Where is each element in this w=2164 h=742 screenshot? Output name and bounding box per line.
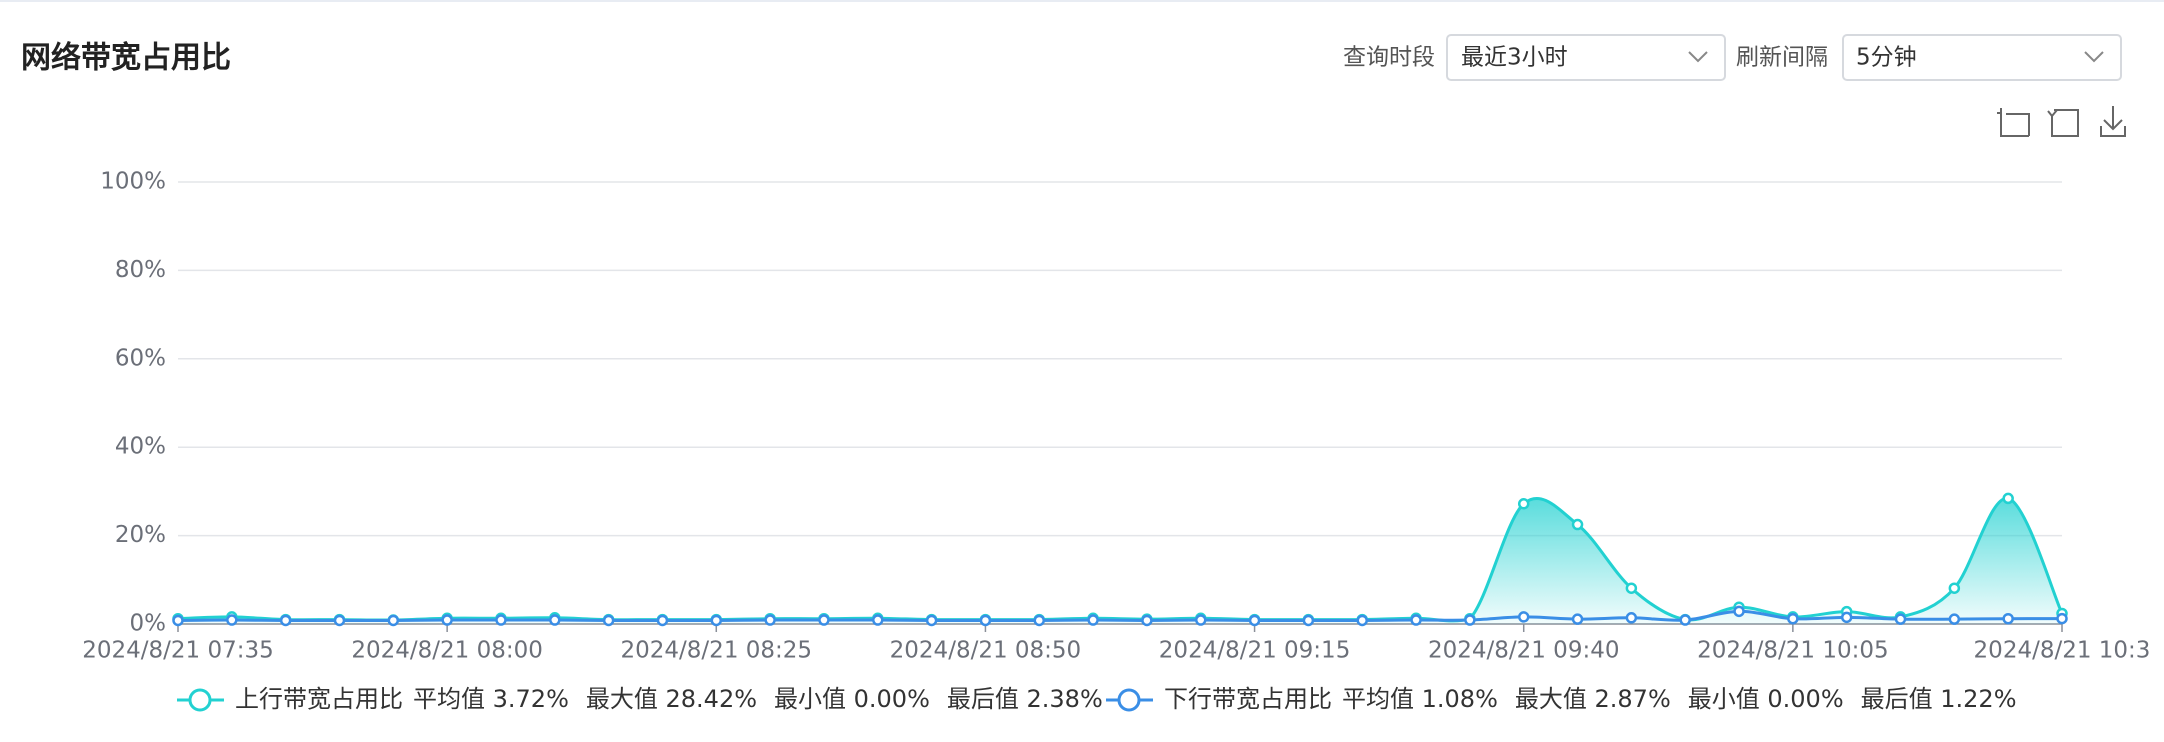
point [1033, 614, 1046, 627]
x-tick-label: 2024/8/21 09:15 [1159, 638, 1351, 664]
y-tick-label: 100% [100, 169, 166, 195]
point [1141, 614, 1153, 627]
point [602, 614, 615, 627]
x-tick-label: 2024/8/21 10:3 [1974, 638, 2151, 664]
select-value[interactable]: 5分钟 [1856, 45, 1917, 71]
control-label: 查询时段 [1343, 45, 1435, 71]
y-tick-label: 40% [115, 434, 166, 460]
point [1733, 605, 1745, 618]
point [279, 614, 292, 627]
point [818, 614, 830, 626]
y-tick-label: 60% [115, 345, 166, 371]
legend-text: 下行带宽占用比 平均值 1.08% 最大值 2.87% 最小值 0.00% 最后值 1.… [1164, 685, 2017, 713]
point [764, 614, 776, 626]
select-arrow[interactable] [2084, 51, 2104, 63]
point [1948, 582, 1961, 594]
point [1840, 611, 1853, 624]
legend-item[interactable]: 下行带宽占用比 平均值 1.08% 最大值 2.87% 最小值 0.00% 最后值 1.… [1106, 685, 2017, 713]
point [1625, 582, 1638, 594]
legend-marker [1117, 688, 1141, 712]
point [1087, 614, 1099, 626]
y-tick-label: 20% [115, 522, 166, 548]
point [1517, 498, 1530, 510]
point [1356, 614, 1368, 627]
line [177, 496, 2064, 623]
select-value[interactable]: 最近3小时 [1461, 45, 1568, 71]
x-tick-label: 2024/8/21 08:00 [351, 638, 543, 664]
legend-stat: 最大值 2.87% [1515, 685, 1671, 713]
point [1625, 612, 1638, 624]
legend-item[interactable]: 上行带宽占用比 平均值 3.72% 最大值 28.42% 最小值 0.00% 最后值 2… [177, 685, 1103, 713]
point [2002, 612, 2014, 625]
point [1248, 614, 1261, 627]
legend-stat: 最后值 2.38% [947, 685, 1103, 713]
point [1571, 613, 1584, 625]
point [1787, 612, 1799, 625]
point [872, 614, 884, 626]
point [226, 614, 238, 626]
point [1948, 613, 1961, 625]
point [1194, 614, 1207, 626]
select-arrow[interactable] [1688, 51, 1708, 63]
select-box[interactable] [1446, 34, 1726, 81]
legend-stat: 最小值 0.00% [1688, 685, 1844, 713]
point [979, 614, 992, 627]
legend-stat: 平均值 1.08% [1342, 685, 1498, 713]
point [1410, 614, 1422, 626]
x-tick-label: 2024/8/21 08:50 [890, 638, 1082, 664]
y-tick-label: 80% [115, 257, 166, 283]
point [1679, 614, 1691, 626]
legend-stat: 最小值 0.00% [774, 685, 930, 713]
select-box[interactable] [1842, 34, 2122, 81]
x-tick-label: 2024/8/21 10:05 [1697, 638, 1889, 664]
legend-stat: 最后值 1.22% [1861, 685, 2017, 713]
point [387, 614, 400, 627]
point [710, 614, 723, 627]
legend-marker [188, 688, 212, 712]
point [1571, 518, 1584, 531]
point [1894, 613, 1907, 625]
legend-name: 上行带宽占用比 [235, 685, 403, 713]
point [656, 614, 669, 627]
point [441, 614, 453, 626]
zoom-icon[interactable] [1997, 108, 2030, 137]
select[interactable]: 最近3小时 [1446, 34, 1726, 81]
download-icon[interactable] [2100, 106, 2126, 137]
legend-stat: 平均值 3.72% [413, 685, 569, 713]
legend-stat: 最大值 28.42% [586, 685, 757, 713]
chart-title: 网络带宽占用比 [21, 41, 231, 76]
control-label: 刷新间隔 [1736, 45, 1828, 71]
x-tick-label: 2024/8/21 07:35 [82, 638, 274, 664]
point [495, 614, 507, 626]
point [1464, 614, 1476, 626]
point [2056, 612, 2068, 625]
legend-name: 下行带宽占用比 [1164, 685, 1332, 713]
x-tick-label: 2024/8/21 09:40 [1428, 638, 1620, 664]
reset-icon[interactable] [2047, 109, 2079, 137]
point [172, 614, 184, 627]
point [1302, 614, 1315, 627]
point [925, 614, 938, 627]
y-tick-label: 0% [130, 611, 167, 637]
point [549, 614, 561, 626]
point [1517, 611, 1530, 623]
point [333, 614, 346, 627]
x-tick-label: 2024/8/21 08:25 [621, 638, 813, 664]
select[interactable]: 5分钟 [1842, 34, 2122, 81]
legend-text: 上行带宽占用比 平均值 3.72% 最大值 28.42% 最小值 0.00% 最后值 2… [235, 685, 1103, 713]
area [178, 498, 2062, 624]
point [2002, 492, 2014, 505]
top-border [0, 0, 2164, 2]
